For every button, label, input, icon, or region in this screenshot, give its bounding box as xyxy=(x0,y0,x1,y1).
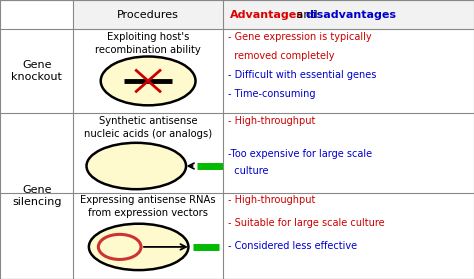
Text: Exploiting host's
recombination ability: Exploiting host's recombination ability xyxy=(95,32,201,55)
Text: -Too expensive for large scale: -Too expensive for large scale xyxy=(228,149,373,159)
Ellipse shape xyxy=(86,143,186,189)
Text: - Difficult with essential genes: - Difficult with essential genes xyxy=(228,70,377,80)
Text: - High-throughput: - High-throughput xyxy=(228,116,316,126)
Text: culture: culture xyxy=(228,166,269,176)
Ellipse shape xyxy=(89,224,188,270)
Text: - Gene expression is typically: - Gene expression is typically xyxy=(228,32,372,42)
Text: - High-throughput: - High-throughput xyxy=(228,195,316,205)
Text: - Time-consuming: - Time-consuming xyxy=(228,89,316,99)
Text: Advantages: Advantages xyxy=(230,10,304,20)
Text: - Considered less effective: - Considered less effective xyxy=(228,241,357,251)
Text: removed completely: removed completely xyxy=(228,51,335,61)
Ellipse shape xyxy=(100,56,195,105)
Text: Gene
silencing: Gene silencing xyxy=(12,185,62,207)
Text: Synthetic antisense
nucleic acids (or analogs): Synthetic antisense nucleic acids (or an… xyxy=(84,116,212,139)
Text: Expressing antisense RNAs
from expression vectors: Expressing antisense RNAs from expressio… xyxy=(80,195,216,218)
Bar xyxy=(73,0,223,29)
Text: Procedures: Procedures xyxy=(117,10,179,20)
Text: Gene
knockout: Gene knockout xyxy=(11,60,62,82)
Text: - Suitable for large scale culture: - Suitable for large scale culture xyxy=(228,218,385,228)
Text: disadvantages: disadvantages xyxy=(306,10,397,20)
Bar xyxy=(223,0,474,29)
Text: and: and xyxy=(293,10,321,20)
